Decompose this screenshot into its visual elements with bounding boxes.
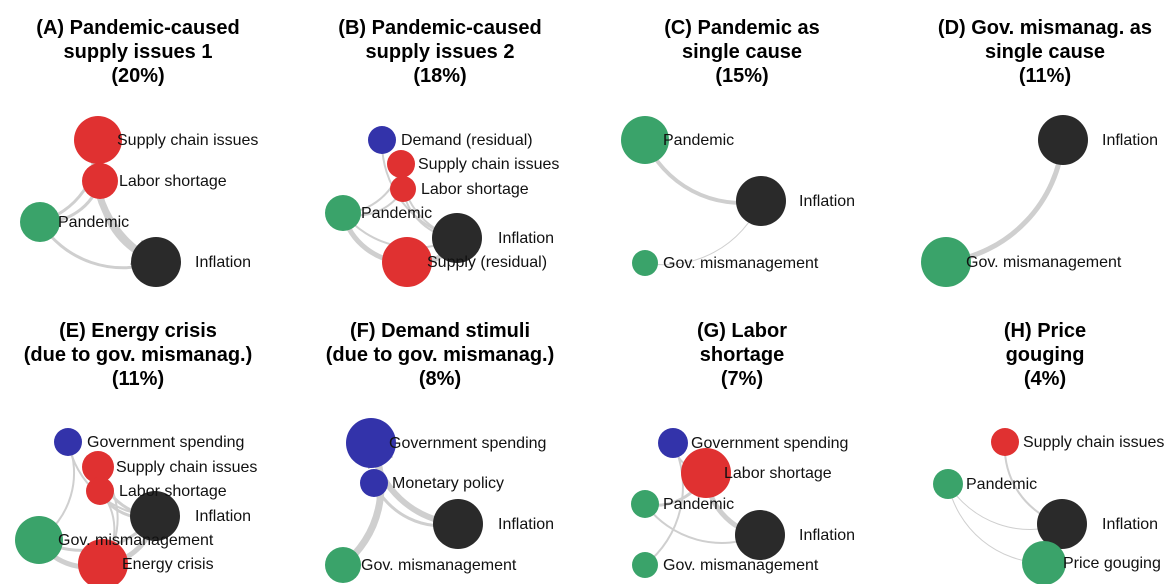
node <box>632 250 658 276</box>
node <box>86 477 114 505</box>
nodes <box>15 115 1088 584</box>
panel-title: supply issues 1 <box>64 41 213 63</box>
node-label: Inflation <box>1102 132 1158 149</box>
node <box>325 547 361 583</box>
panel-share: (7%) <box>721 368 763 390</box>
node-label: Gov. mismanagement <box>663 557 819 574</box>
node <box>130 491 180 541</box>
node <box>933 469 963 499</box>
panel-share: (18%) <box>413 65 466 87</box>
node <box>78 539 128 584</box>
node-label: Demand (residual) <box>401 132 533 149</box>
node <box>15 516 63 564</box>
node-label: Pandemic <box>58 214 129 231</box>
panel-title: (due to gov. mismanag.) <box>326 344 555 366</box>
node <box>325 195 361 231</box>
node-label: Price gouging <box>1063 555 1161 572</box>
panel-share: (15%) <box>715 65 768 87</box>
node <box>1022 541 1066 584</box>
node <box>736 176 786 226</box>
panel-share: (4%) <box>1024 368 1066 390</box>
node <box>20 202 60 242</box>
node <box>360 469 388 497</box>
panel-title: (G) Labor <box>697 320 787 342</box>
node <box>991 428 1019 456</box>
node-label: Inflation <box>498 230 554 247</box>
node-label: Labor shortage <box>724 465 832 482</box>
node <box>658 428 688 458</box>
node-label: Inflation <box>799 193 855 210</box>
panel-title: shortage <box>700 344 784 366</box>
node <box>368 126 396 154</box>
node-label: Labor shortage <box>119 483 227 500</box>
node-label: Government spending <box>389 435 546 452</box>
panel-title: (A) Pandemic-caused <box>36 17 239 39</box>
node-label: Labor shortage <box>421 181 529 198</box>
node-label: Government spending <box>691 435 848 452</box>
edge <box>943 136 1072 265</box>
node <box>432 213 482 263</box>
node-label: Government spending <box>87 434 244 451</box>
node-label: Inflation <box>799 527 855 544</box>
panel-title: (B) Pandemic-caused <box>338 17 541 39</box>
panel-title: supply issues 2 <box>366 41 515 63</box>
node-label: Labor shortage <box>119 173 227 190</box>
panel-share: (8%) <box>419 368 461 390</box>
panel-share: (20%) <box>111 65 164 87</box>
node-label: Pandemic <box>361 205 432 222</box>
node <box>621 116 669 164</box>
node-label: Inflation <box>498 516 554 533</box>
node-label: Pandemic <box>966 476 1037 493</box>
panel-title: single cause <box>985 41 1105 63</box>
node <box>1038 115 1088 165</box>
node <box>346 418 396 468</box>
node <box>387 150 415 178</box>
panel-title: (E) Energy crisis <box>59 320 217 342</box>
node-label: Gov. mismanagement <box>966 254 1122 271</box>
node <box>921 237 971 287</box>
node-label: Supply chain issues <box>116 459 257 476</box>
panel-share: (11%) <box>112 368 164 390</box>
panel-title: (F) Demand stimuli <box>350 320 530 342</box>
node-label: Gov. mismanagement <box>58 532 214 549</box>
node <box>681 448 731 498</box>
node <box>382 237 432 287</box>
node-label: Inflation <box>195 508 251 525</box>
node <box>1037 499 1087 549</box>
node-label: Pandemic <box>663 496 734 513</box>
node-label: Inflation <box>195 254 251 271</box>
panel-share: (11%) <box>1019 65 1071 87</box>
node <box>433 499 483 549</box>
node-label: Supply chain issues <box>117 132 258 149</box>
node-label: Supply chain issues <box>418 156 559 173</box>
node <box>631 490 659 518</box>
node <box>82 163 118 199</box>
node-label: Energy crisis <box>122 556 214 573</box>
node <box>735 510 785 560</box>
node <box>54 428 82 456</box>
node-label: Supply chain issues <box>1023 434 1164 451</box>
node <box>74 116 122 164</box>
node-label: Gov. mismanagement <box>663 255 819 272</box>
node-label: Pandemic <box>663 132 734 149</box>
panel-title: (H) Price <box>1004 320 1086 342</box>
node-label: Gov. mismanagement <box>361 557 517 574</box>
panel-title: (C) Pandemic as <box>664 17 820 39</box>
panel-title: (due to gov. mismanag.) <box>24 344 253 366</box>
node-label: Supply (residual) <box>427 254 547 271</box>
node <box>131 237 181 287</box>
node-label: Monetary policy <box>392 475 504 492</box>
node <box>82 451 114 483</box>
panel-title: gouging <box>1006 344 1085 366</box>
panel-title: (D) Gov. mismanag. as <box>938 17 1152 39</box>
node <box>390 176 416 202</box>
node <box>632 552 658 578</box>
panel-title: single cause <box>682 41 802 63</box>
node-label: Inflation <box>1102 516 1158 533</box>
